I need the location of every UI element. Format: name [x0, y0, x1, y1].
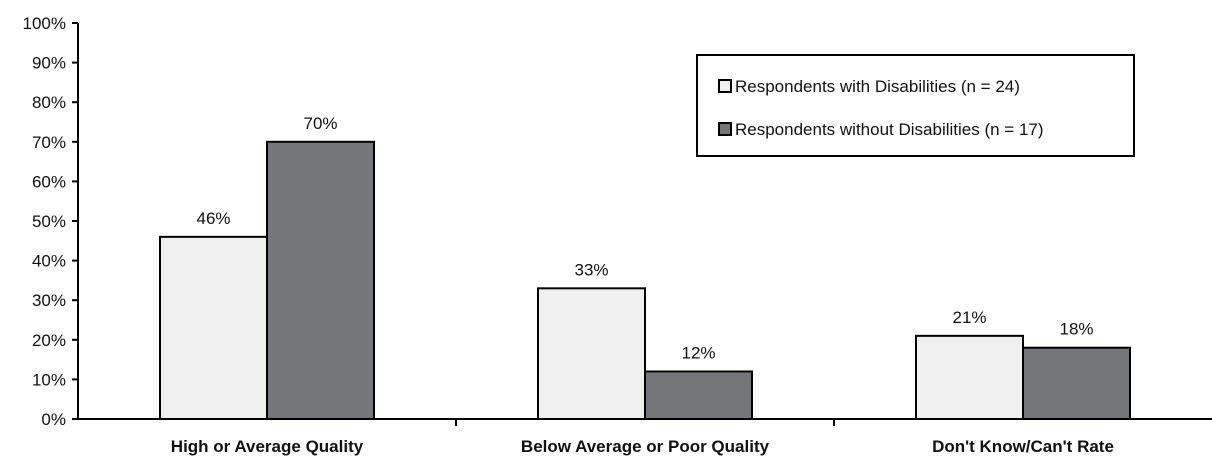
y-tick-label: 70% [32, 133, 66, 152]
y-tick-label: 20% [32, 331, 66, 350]
y-tick-label: 50% [32, 212, 66, 231]
legend-box [696, 54, 1135, 157]
y-tick-label: 90% [32, 54, 66, 73]
x-category-label: High or Average Quality [171, 437, 364, 456]
legend: Respondents with Disabilities (n = 24) Re… [696, 54, 1135, 157]
data-label: 33% [574, 260, 608, 279]
y-tick-label: 40% [32, 252, 66, 271]
bar-without-disabilities [266, 140, 375, 421]
y-tick-label: 10% [32, 370, 66, 389]
y-tick-label: 30% [32, 291, 66, 310]
y-tick-label: 80% [32, 93, 66, 112]
data-label: 46% [196, 209, 230, 228]
legend-swatch [718, 122, 732, 136]
data-label: 12% [681, 343, 715, 362]
data-label: 70% [303, 114, 337, 133]
bar-without-disabilities [1022, 346, 1131, 420]
x-category-label: Below Average or Poor Quality [521, 437, 770, 456]
y-tick-label: 100% [23, 14, 66, 33]
bar-with-disabilities [537, 287, 646, 420]
bar-with-disabilities [159, 235, 268, 420]
y-tick-label: 0% [41, 410, 66, 429]
bar-with-disabilities [915, 334, 1024, 420]
legend-swatch [718, 79, 732, 93]
legend-label: Respondents with Disabilities (n = 24) [735, 77, 1020, 96]
x-category-label: Don't Know/Can't Rate [932, 437, 1114, 456]
legend-label: Respondents without Disabilities (n = 17… [735, 120, 1044, 139]
data-label: 21% [952, 308, 986, 327]
bars: 46% 70% 33% 12% 21% 18% [159, 114, 1131, 421]
data-label: 18% [1059, 320, 1093, 339]
axes: 0% 10% 20% 30% 40% 50% 60% 70% 80% 90% 100% High or… [23, 14, 1212, 456]
y-tick-label: 60% [32, 172, 66, 191]
bar-without-disabilities [644, 370, 753, 421]
